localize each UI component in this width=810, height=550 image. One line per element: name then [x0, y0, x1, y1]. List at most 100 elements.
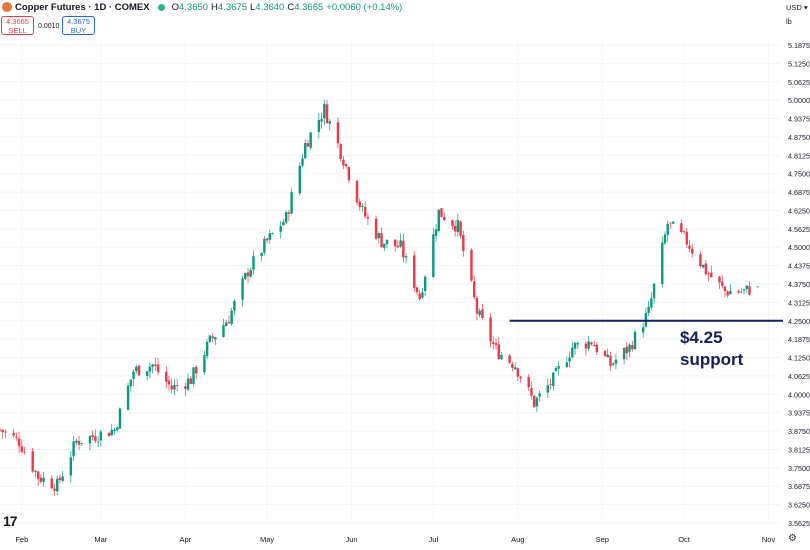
candle-body [557, 366, 560, 369]
sell-button[interactable]: 4.3665 SELL [1, 16, 34, 35]
candle-body [271, 233, 274, 234]
chart-header: Copper Futures · 1D · COMEX O 4.3650 H 4.3… [0, 0, 402, 14]
candle-body [742, 289, 746, 291]
candle-body [222, 325, 225, 337]
y-tick-label: 3.5625 [788, 519, 810, 528]
candle-body [748, 286, 751, 295]
candle-body [721, 281, 724, 286]
candle-body [12, 432, 15, 436]
x-tick-label: Sep [596, 535, 609, 544]
candle-body [666, 223, 669, 235]
candle-body [192, 367, 195, 384]
candle-body [173, 384, 176, 390]
candle-body [211, 336, 214, 339]
symbol-title[interactable]: Copper Futures · 1D · COMEX [15, 1, 150, 13]
candle-body [661, 242, 664, 285]
x-tick-label: Jul [429, 535, 439, 544]
candle-body [132, 371, 135, 379]
candle-body [513, 367, 517, 370]
y-tick-label: 3.9375 [788, 409, 810, 418]
candle-body [167, 380, 171, 385]
candle-body [230, 310, 233, 324]
candle-body [680, 223, 683, 233]
candle-body [53, 488, 56, 491]
candle-body [625, 346, 629, 354]
candle-body [718, 276, 721, 283]
candle-body [704, 263, 708, 275]
candle-body [590, 342, 593, 345]
buy-button[interactable]: 4.3675 BUY [62, 16, 95, 35]
settings-gear-icon[interactable]: ⚙ [788, 533, 797, 544]
candle-body [421, 292, 424, 298]
open-value: 4.3650 [178, 1, 209, 13]
candle-body [584, 343, 588, 349]
candle-body [249, 269, 252, 277]
x-tick-label: Nov [762, 535, 776, 544]
candle-body [129, 379, 133, 387]
candle-body [532, 395, 536, 407]
candle-body [50, 478, 53, 489]
y-tick-label: 4.6875 [788, 188, 810, 197]
candle-body [393, 239, 397, 247]
sell-label: SELL [8, 26, 27, 35]
currency-selector[interactable]: USD ▾ [786, 3, 808, 12]
candle-body [423, 276, 427, 292]
low-label: L [249, 1, 256, 13]
spread-value: 0.0010 [38, 23, 60, 30]
candle-body [434, 229, 438, 236]
candle-body [380, 233, 383, 248]
candle-body [284, 212, 288, 223]
candle-body [740, 291, 743, 293]
y-tick-label: 4.3750 [788, 280, 810, 289]
candle-body [456, 220, 460, 233]
candle-body [481, 309, 484, 319]
candle-body [361, 206, 364, 207]
candle-body [304, 143, 307, 159]
low-value: 4.3640 [255, 1, 285, 13]
candle-body [470, 249, 473, 281]
chevron-down-icon: ▾ [803, 3, 808, 12]
candle-body [301, 158, 304, 166]
candle-body [113, 429, 116, 432]
candle-body [415, 287, 419, 293]
candle-body [189, 378, 192, 385]
candle-body [592, 345, 596, 347]
candle-body [184, 386, 187, 389]
y-tick-label: 4.1250 [788, 354, 810, 363]
candle-body [549, 384, 552, 385]
y-tick-label: 5.1250 [788, 59, 810, 68]
candle-body [671, 221, 675, 224]
support-annotation-text: support [680, 350, 744, 369]
candle-body [568, 357, 571, 362]
candle-body [263, 238, 266, 253]
candle-body [148, 366, 152, 372]
y-tick-label: 3.8125 [788, 445, 810, 454]
candle-body [737, 291, 740, 293]
y-tick-label: 4.9375 [788, 115, 810, 124]
tradingview-logo-icon[interactable]: 17 [3, 513, 18, 529]
candle-body [42, 477, 45, 483]
candle-body [339, 144, 342, 159]
candle-body [519, 376, 522, 379]
candle-body [650, 298, 653, 308]
candle-body [606, 354, 609, 358]
y-tick-label: 4.4375 [788, 262, 810, 271]
candle-body [58, 477, 62, 481]
candle-body [328, 121, 331, 124]
candle-body [344, 164, 348, 167]
candle-body [554, 367, 558, 372]
candle-body [622, 347, 626, 360]
candle-body [56, 478, 59, 492]
candle-body [647, 306, 650, 313]
candle-body [23, 451, 26, 453]
candle-body [587, 341, 590, 349]
candle-body [633, 331, 637, 349]
candle-body [756, 286, 759, 288]
candle-body [565, 362, 569, 367]
candle-body [260, 253, 263, 256]
candle-body [252, 256, 255, 270]
candle-body [1, 429, 4, 433]
y-tick-label: 4.8125 [788, 151, 810, 160]
high-label: H [211, 1, 218, 13]
y-tick-label: 4.3125 [788, 298, 810, 307]
